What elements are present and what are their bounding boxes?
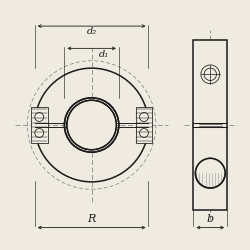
Circle shape [196, 158, 225, 188]
Text: d₁: d₁ [99, 50, 109, 58]
Polygon shape [194, 40, 227, 210]
Text: d₂: d₂ [86, 27, 97, 36]
Polygon shape [136, 107, 152, 143]
Polygon shape [31, 107, 48, 143]
Text: b: b [207, 214, 214, 224]
Polygon shape [196, 158, 225, 173]
Circle shape [67, 100, 116, 150]
Text: R: R [88, 214, 96, 224]
Circle shape [204, 68, 216, 80]
